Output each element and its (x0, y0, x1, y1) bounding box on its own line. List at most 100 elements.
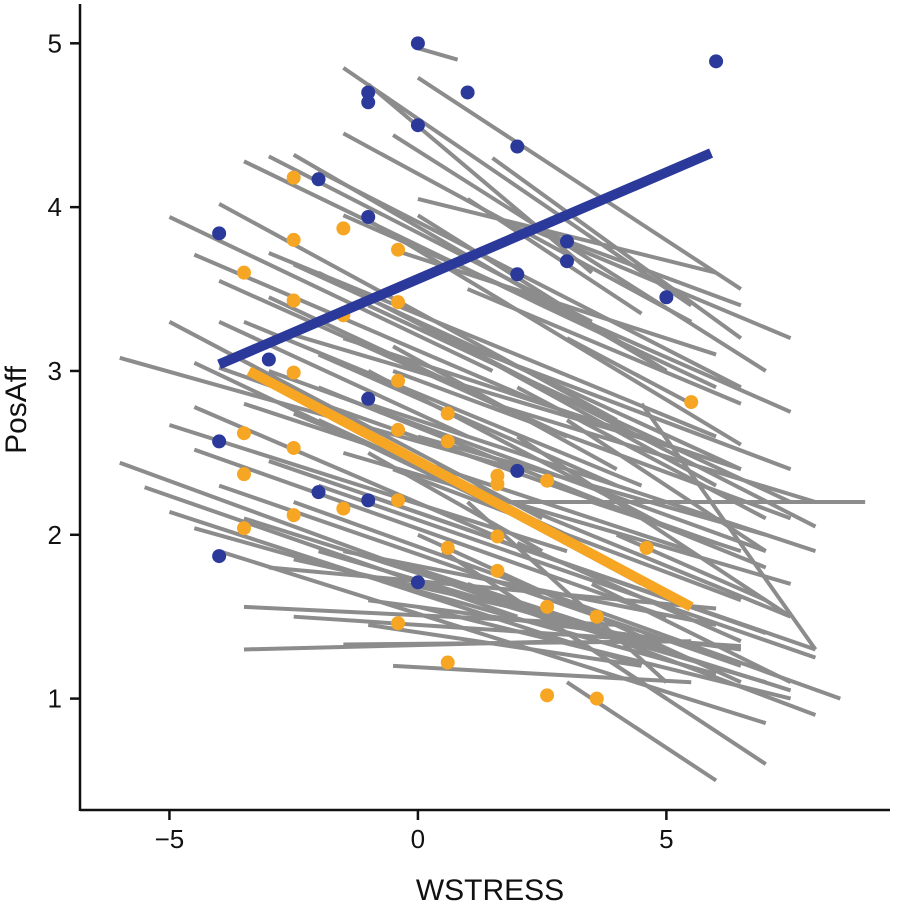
blue-point (559, 234, 574, 249)
blue-point (361, 493, 376, 508)
ticks-layer: −5 0 5 1 2 3 4 5 (48, 28, 674, 854)
orange-point (286, 170, 301, 185)
orange-point (236, 521, 251, 536)
orange-point (540, 473, 555, 488)
subject-line (168, 215, 494, 373)
orange-point (391, 373, 406, 388)
fit-lines-layer (217, 148, 714, 612)
orange-point (440, 540, 455, 555)
orange-point (540, 599, 555, 614)
subject-line (193, 447, 668, 619)
subject-line (391, 133, 767, 373)
x-axis-title: WSTRESS (416, 874, 564, 904)
blue-point (410, 36, 425, 51)
subject-line (342, 131, 693, 324)
subject-line (466, 287, 742, 406)
orange-point (589, 691, 604, 706)
blue-point (212, 434, 227, 449)
axes-layer (78, 4, 890, 812)
subject-line (416, 76, 743, 291)
orange-point (639, 540, 654, 555)
orange-point (540, 688, 555, 703)
blue-point (361, 85, 376, 100)
subject-line (367, 451, 544, 553)
subject-line (516, 434, 792, 619)
subject-line (243, 319, 643, 488)
subject-line (417, 326, 792, 472)
subject-lines-layer (119, 46, 866, 783)
orange-point (490, 563, 505, 578)
orange-point (286, 508, 301, 523)
blue-fit-line (217, 148, 714, 370)
orange-point (391, 616, 406, 631)
orange-point (490, 529, 505, 544)
subject-line (417, 532, 742, 685)
blue-point (212, 226, 227, 241)
subject-line (516, 221, 792, 341)
orange-point (236, 467, 251, 482)
subject-line (466, 197, 643, 316)
orange-point (589, 609, 604, 624)
y-tick-label: 1 (48, 684, 62, 714)
blue-point (261, 352, 276, 367)
subject-line (392, 369, 792, 521)
subject-line (417, 46, 459, 62)
blue-point (361, 391, 376, 406)
subject-line (441, 549, 668, 701)
subject-line (218, 549, 767, 726)
orange-point (286, 293, 301, 308)
blue-point (510, 139, 525, 154)
blue-point (510, 267, 525, 282)
blue-point (361, 95, 376, 110)
watermark-text: 掘金技术社区 @ 布客飞龙 (655, 856, 876, 878)
orange-point (336, 501, 351, 516)
subject-line (243, 639, 568, 652)
orange-point (286, 440, 301, 455)
blue-point (311, 172, 326, 187)
blue-point (510, 463, 525, 478)
orange-fit-line (246, 366, 694, 612)
subject-line (565, 680, 718, 783)
blue-point (361, 209, 376, 224)
blue-point (311, 485, 326, 500)
subject-line (516, 541, 742, 644)
orange-point (684, 395, 699, 410)
subject-line (566, 336, 693, 406)
orange-point (336, 221, 351, 236)
subject-line (218, 319, 469, 439)
subject-line (367, 369, 668, 529)
orange-point (440, 406, 455, 421)
orange-point (236, 265, 251, 280)
subject-line (317, 352, 618, 488)
subject-line (541, 229, 742, 308)
blue-point (212, 549, 227, 564)
orange-point (236, 426, 251, 441)
subject-line (491, 156, 743, 340)
blue-point (410, 118, 425, 133)
y-tick-label: 2 (48, 520, 62, 550)
subject-line (342, 450, 792, 586)
y-tick-label: 3 (48, 356, 62, 386)
blue-point (709, 54, 724, 69)
subject-line (516, 385, 767, 521)
blue-point (410, 575, 425, 590)
subject-line (293, 557, 593, 627)
orange-point (490, 476, 505, 491)
y-tick-label: 5 (48, 28, 62, 58)
subject-line (367, 622, 642, 668)
blue-point (559, 254, 574, 269)
subject-line (119, 460, 568, 629)
x-tick-label: 5 (659, 824, 673, 854)
orange-point (391, 295, 406, 310)
subject-line (491, 361, 718, 488)
subject-line (317, 483, 817, 660)
orange-point (286, 365, 301, 380)
subject-line (268, 565, 717, 611)
subject-line (317, 169, 742, 390)
blue-point (659, 290, 674, 305)
orange-point (391, 422, 406, 437)
subject-line (243, 401, 692, 554)
subject-line (293, 500, 841, 701)
blue-point (460, 85, 475, 100)
